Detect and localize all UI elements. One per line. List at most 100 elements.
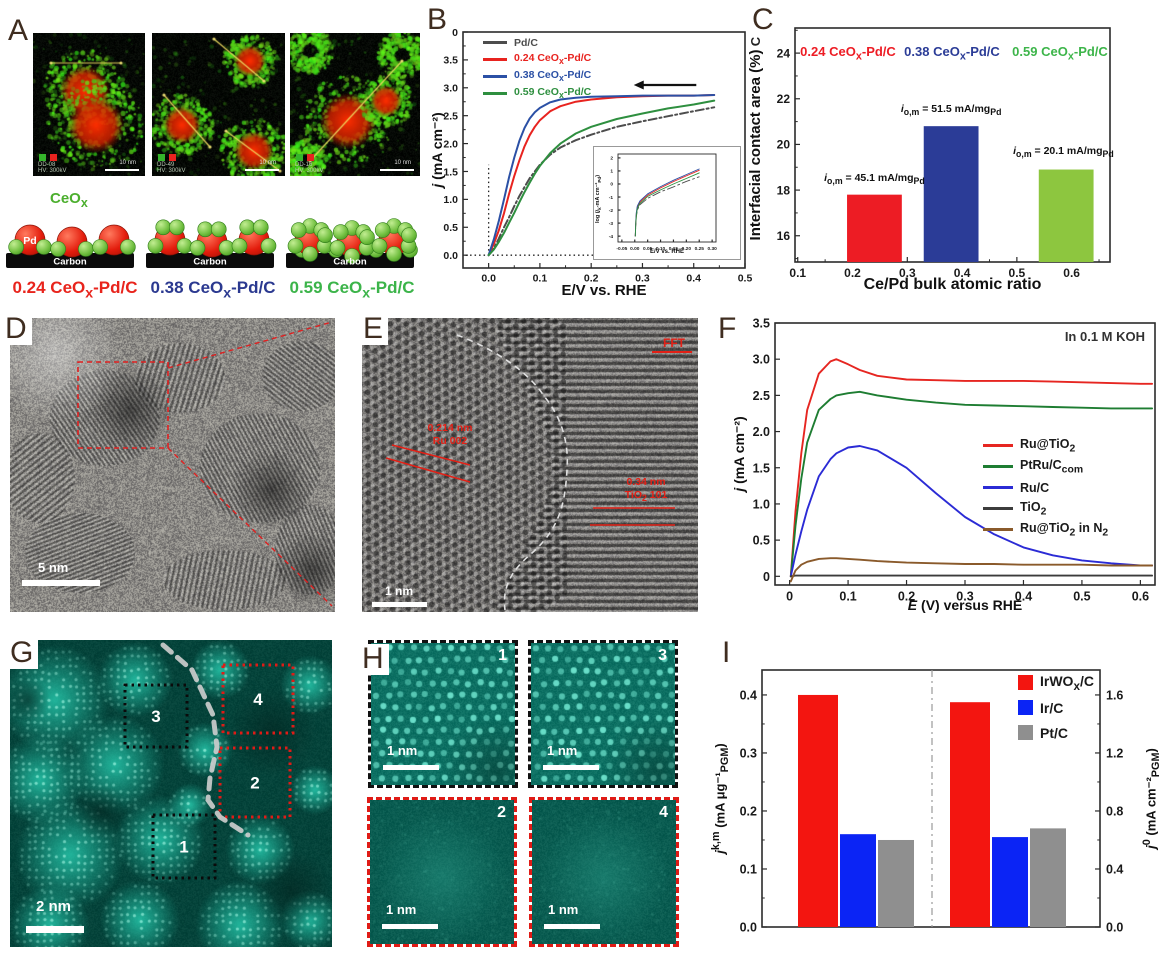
y-tick-label: 2.5 (753, 389, 770, 403)
y-tick-label: 0.5 (753, 534, 770, 548)
legend-swatch (983, 444, 1013, 447)
panel-e-overlay (385, 334, 692, 611)
bar-irwox-c-left (798, 694, 838, 927)
legend-swatch (983, 486, 1013, 489)
schematic-caption-1: 0.24 CeOx-Pd/C (12, 278, 138, 302)
legend-swatch (483, 58, 507, 61)
stem-crop-canvas (532, 800, 676, 944)
ceox-particle (287, 238, 304, 254)
callout-line (167, 447, 333, 607)
tem-scale-label: 10 nm (119, 160, 136, 166)
lattice-spacing-line (391, 444, 471, 466)
ceox-particle (332, 224, 349, 240)
series-0-59-ceox-pd-c (487, 99, 716, 257)
ceox-particle (260, 238, 277, 254)
bar-0-59-ceox-pd-c (1038, 169, 1094, 262)
crop-scale-label: 1 nm (548, 902, 579, 917)
x-tick-label: 0.00 (630, 246, 640, 252)
legend-item: 0.38 CeOx-Pd/C (483, 68, 591, 85)
x-tick-label: 0.5 (1073, 590, 1090, 604)
ceox-particle (120, 239, 136, 255)
y-tick-label: 0.1 (740, 862, 757, 876)
tem-hv-label: HV: 300kV (295, 168, 324, 174)
panel-h-crop-2: 2 1 nm (367, 797, 517, 947)
chart-i-right-ylabel: j0 (mA cm⁻²PGM) (1141, 748, 1162, 849)
x-tick-label: 0.30 (707, 246, 717, 252)
x-tick-label: 0.1 (839, 590, 856, 604)
plot-border (462, 31, 746, 269)
bar-pt-c-right (1030, 828, 1066, 927)
crop-number: 2 (497, 804, 506, 821)
ceox-particle (302, 246, 318, 262)
green-channel-chip (39, 154, 46, 161)
d-spacing-value: 0.34 nm (626, 476, 666, 488)
electrolyte-note: In 0.1 M KOH (1064, 329, 1145, 344)
y-tick-label: 2.0 (443, 138, 458, 150)
ceox-particle (359, 229, 375, 246)
chart-c-ylabel: Interfacial contact area (%) (747, 49, 764, 241)
series-0-38-ceox-pd-c (634, 168, 700, 237)
carbon-label: Carbon (53, 257, 86, 268)
legend-label: Pd/C (514, 36, 538, 49)
tio2-lattice-annotation: 0.34 nm TiO2 101 (598, 476, 694, 504)
ceox-particle (197, 221, 214, 238)
carbon-label: Carbon (333, 257, 366, 268)
schematic-caption-2: 0.38 CeOx-Pd/C (150, 278, 276, 302)
chart-b-legend: Pd/C 0.24 CeOx-Pd/C 0.38 CeOx-Pd/C 0.59 CeO… (483, 34, 591, 102)
y-tick-label: 1.0 (443, 194, 458, 206)
stem-crop-canvas (370, 800, 514, 944)
panel-e-scale-label: 1 nm (385, 584, 414, 598)
series-ru-c (789, 445, 1154, 578)
x-tick-label: 0.3 (956, 590, 973, 604)
ceox-particle (317, 227, 333, 244)
right-y-tick-label: 0.0 (1106, 921, 1123, 935)
crop-number: 1 (498, 647, 507, 664)
bar-pt-c-left (878, 839, 914, 927)
panel-d-scale-bar (22, 580, 100, 586)
y-tick-label: 3.5 (753, 317, 770, 331)
legend-item: IrWOx/C (1018, 670, 1094, 695)
right-y-tick-label: 1.2 (1106, 746, 1123, 760)
panel-c-chart: 0.1 0.2 0.3 0.4 0.5 0.6 16 18 20 22 24 Interfacial… (735, 10, 1163, 310)
x-tick-label: 0 (786, 590, 793, 604)
x-tick-label: 0.20 (682, 246, 692, 252)
legend-label: 0.24 CeOx-Pd/C (514, 52, 592, 67)
ceox-particle (218, 240, 235, 256)
crop-scale-bar (382, 924, 438, 929)
plot-border (617, 153, 717, 243)
region-box-number: 4 (253, 690, 263, 709)
panel-i-chart: 0.0 0.1 0.2 0.3 0.4 0.0 0.4 0.8 1.2 1.6 jk,m (mA … (700, 620, 1163, 968)
ceox-particle (92, 239, 108, 255)
panel-g-overlay: 3 4 2 1 (123, 642, 295, 880)
region-box-number: 3 (151, 707, 160, 726)
legend-swatch (983, 528, 1013, 531)
y-tick-label: 2.5 (443, 110, 458, 122)
ceox-particle (78, 241, 94, 257)
series-ru-tio2-in-n2 (789, 557, 1154, 583)
exchange-current-annotation: io,m = 51.5 mA/mgPd (900, 102, 1002, 118)
legend-label: PtRu/Ccom (1020, 457, 1084, 476)
panel-b-chart: 0.0 0.1 0.2 0.3 0.4 0.5 0.0 0.5 1.0 1.5 2.0 2.5 3.0 3… (425, 10, 755, 315)
red-channel-chip (169, 154, 176, 161)
chart-i-plot: 0.0 0.1 0.2 0.3 0.4 0.0 0.4 0.8 1.2 1.6 (700, 620, 1163, 968)
legend-item: Ru/C (983, 477, 1108, 498)
panel-e-hrtem-image (362, 318, 698, 612)
legend-item: TiO2 (983, 498, 1108, 519)
panel-h-crop-3: 3 1 nm (528, 640, 678, 788)
panel-a-eds-map-1: DD-08 HV: 300kV 10 nm (33, 33, 145, 176)
y-tick-label: 0.3 (740, 746, 757, 760)
chartF-svg: 0 0.1 0.2 0.3 0.4 0.5 0.6 0 0.5 1.0 1.5 2.0 2.5 3.0 3.… (753, 317, 1156, 604)
ceox-particle (231, 238, 248, 254)
panel-d-scale-label: 5 nm (38, 560, 69, 575)
x-tick-label: 0.5 (1009, 266, 1026, 280)
panel-g-letter: G (8, 637, 39, 669)
bar-irwox-c-right (950, 702, 990, 927)
chartI-svg: 0.0 0.1 0.2 0.3 0.4 0.0 0.4 0.8 1.2 1.6 (740, 669, 1123, 935)
y-tick-label: 16 (777, 229, 791, 243)
legend-item: Pd/C (483, 34, 591, 51)
right-y-tick-label: 1.6 (1106, 688, 1123, 702)
legend-label: Ru@TiO2 (1020, 436, 1076, 455)
ceox-particle (344, 248, 360, 264)
x-tick-label: 0.4 (1015, 590, 1032, 604)
